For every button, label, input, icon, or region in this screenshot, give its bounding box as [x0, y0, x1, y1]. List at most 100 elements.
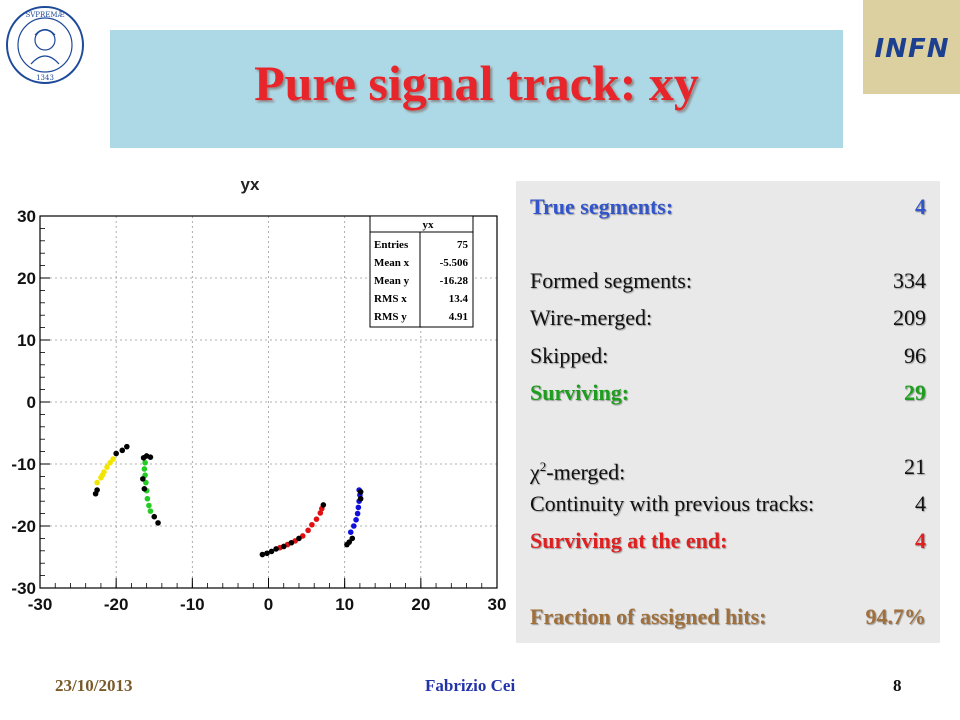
data-point — [140, 476, 146, 482]
surviving-end-row: Surviving at the end: 4 — [530, 527, 926, 555]
stats-legend-label: Entries — [374, 239, 409, 251]
data-point — [147, 454, 154, 460]
x-tick-label: -20 — [104, 595, 129, 614]
infn-logo: INFN — [863, 0, 960, 94]
fraction-row: Fraction of assigned hits: 94.7% — [530, 603, 926, 631]
continuity-value: 4 — [915, 491, 926, 516]
skipped-value: 96 — [904, 343, 926, 368]
data-point — [353, 517, 359, 523]
chi-symbol: χ — [530, 459, 540, 485]
stats-legend-value: 75 — [457, 239, 469, 251]
data-point — [313, 516, 320, 522]
x-tick-label: -10 — [180, 595, 205, 614]
data-point — [147, 508, 154, 514]
chi2-merged-label-rest: -merged: — [546, 459, 626, 485]
data-point — [357, 495, 364, 502]
wire-merged-label: Wire-merged: — [530, 305, 653, 330]
wire-merged-value: 209 — [893, 305, 926, 330]
stats-legend-name: yx — [423, 219, 435, 231]
y-tick-label: 0 — [27, 393, 36, 412]
data-point — [355, 504, 362, 511]
title-band — [110, 30, 843, 148]
infn-logo-text: INFN — [874, 34, 950, 64]
fraction-value: 94.7% — [865, 604, 927, 629]
x-tick-label: 20 — [411, 595, 430, 614]
true-segments-value: 4 — [915, 194, 926, 219]
data-point — [142, 459, 148, 466]
surviving-label: Surviving: — [530, 380, 630, 405]
slide-title: Pure signal track: xy — [254, 55, 699, 111]
stats-legend-label: RMS y — [374, 311, 407, 323]
true-segments-row: True segments: 4 — [530, 193, 926, 221]
data-point — [347, 529, 354, 535]
continuity-row: Continuity with previous tracks: 4 — [530, 490, 926, 518]
stats-legend: yx Entries 75 Mean x -5.506 Mean y -16.28 RMS … — [369, 215, 474, 328]
chi2-merged-label: χ2-merged: — [530, 453, 625, 486]
y-tick-label: -20 — [11, 517, 36, 536]
x-tick-label: 30 — [488, 595, 507, 614]
stats-legend-label: Mean y — [374, 275, 410, 287]
data-point — [264, 550, 270, 557]
surviving-value: 29 — [904, 380, 926, 405]
data-point — [143, 479, 149, 486]
y-tick-label: 10 — [17, 331, 36, 350]
surviving-row: Surviving: 29 — [530, 379, 926, 407]
stats-legend-frame — [369, 215, 474, 328]
skipped-row: Skipped: 96 — [530, 342, 926, 370]
data-point — [141, 486, 148, 492]
stats-legend-value: 4.91 — [449, 311, 468, 323]
svg-text:1343: 1343 — [36, 74, 54, 82]
data-point — [94, 487, 100, 493]
data-points — [92, 443, 364, 558]
chi2-merged-value: 21 — [904, 454, 926, 479]
data-point — [155, 520, 161, 526]
surviving-end-label: Surviving at the end: — [530, 528, 728, 553]
data-point — [280, 543, 287, 550]
data-point — [351, 523, 357, 529]
data-point — [144, 495, 151, 502]
x-tick-label: 10 — [335, 595, 354, 614]
footer-author: Fabrizio Cei — [425, 676, 516, 695]
formed-segments-value: 334 — [893, 268, 926, 293]
data-point — [273, 546, 279, 552]
y-tick-label: -10 — [11, 455, 36, 474]
continuity-label: Continuity with previous tracks: — [530, 491, 815, 516]
data-point — [346, 539, 353, 545]
data-point — [259, 551, 266, 558]
axis-ticks: -30 -20 -10 0 10 20 30 30 20 10 0 -10 -20 -30 — [11, 207, 506, 614]
data-point — [119, 447, 126, 454]
stats-legend-value: -16.28 — [440, 275, 469, 287]
data-point — [151, 513, 158, 520]
y-tick-label: -30 — [11, 579, 36, 598]
x-tick-label: -30 — [28, 595, 53, 614]
formed-segments-label: Formed segments: — [530, 268, 692, 293]
segment-stats-panel: True segments: 4 Formed segments: 334 Wi… — [516, 181, 940, 643]
data-point — [104, 464, 110, 470]
y-tick-label: 20 — [17, 269, 36, 288]
data-point — [107, 459, 113, 466]
data-point — [113, 450, 119, 457]
data-point — [124, 443, 130, 450]
data-point — [305, 527, 311, 534]
data-point — [354, 510, 361, 517]
plot-title: yx — [241, 175, 260, 194]
true-segments-label: True segments: — [530, 194, 674, 219]
chi2-merged-row: χ2-merged: 21 — [530, 453, 926, 484]
stats-legend-label: Mean x — [374, 257, 410, 269]
y-tick-label: 30 — [17, 207, 36, 226]
data-point — [268, 548, 275, 555]
data-point — [357, 489, 364, 495]
svg-text:SVPREMÆ: SVPREMÆ — [25, 11, 64, 19]
footer-page-number: 8 — [893, 676, 902, 695]
data-point — [317, 510, 324, 516]
chi-exponent: 2 — [539, 459, 547, 474]
data-point — [146, 502, 152, 509]
surviving-end-value: 4 — [915, 528, 926, 553]
stats-legend-value: -5.506 — [440, 257, 469, 269]
footer-date: 23/10/2013 — [55, 676, 133, 695]
data-point — [288, 539, 295, 546]
data-point — [296, 535, 302, 542]
stats-legend-label: RMS x — [374, 293, 407, 305]
data-point — [110, 456, 116, 462]
university-seal-logo: SVPREMÆ 1343 — [6, 6, 84, 84]
